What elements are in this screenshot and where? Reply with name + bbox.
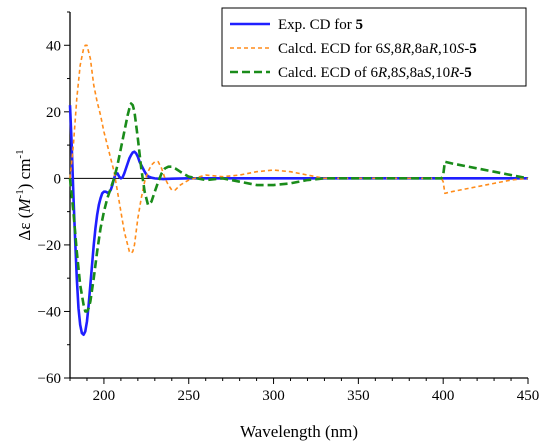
x-tick-label: 300 — [262, 388, 285, 404]
x-tick-label: 200 — [93, 388, 116, 404]
y-tick-label: 0 — [54, 171, 62, 187]
y-tick-label: −60 — [38, 371, 61, 387]
series-line-2 — [69, 44, 529, 255]
y-axis-title: Δε (M-1) cm-1 — [14, 149, 34, 240]
y-tick-label: 20 — [46, 105, 61, 121]
y-tick-label: −20 — [38, 238, 61, 254]
x-axis-title: Wavelength (nm) — [240, 422, 358, 441]
legend-box — [221, 7, 527, 87]
legend: Exp. CD for 5 Calcd. ECD for 6S,8R,8aR,10… — [221, 7, 527, 87]
x-tick-label: 250 — [177, 388, 200, 404]
x-tick-label: 400 — [432, 388, 455, 404]
series-line-3 — [68, 102, 529, 313]
axes: 200 250 300 350 400 450 −60 −40 −20 0 20 40 Waveleng… — [14, 11, 540, 441]
legend-label-2: Calcd. ECD for 6S,8R,8aR,10S-5 — [278, 41, 477, 57]
y-tick-label: 40 — [46, 38, 61, 54]
series-group — [68, 44, 529, 337]
legend-label-1: Exp. CD for 5 — [278, 17, 363, 33]
x-tick-label: 350 — [347, 388, 370, 404]
series-line-1 — [68, 105, 528, 337]
y-tick-label: −40 — [38, 304, 61, 320]
x-tick-label: 450 — [517, 388, 540, 404]
legend-label-3: Calcd. ECD of 6R,8S,8aS,10R-5 — [278, 65, 472, 81]
